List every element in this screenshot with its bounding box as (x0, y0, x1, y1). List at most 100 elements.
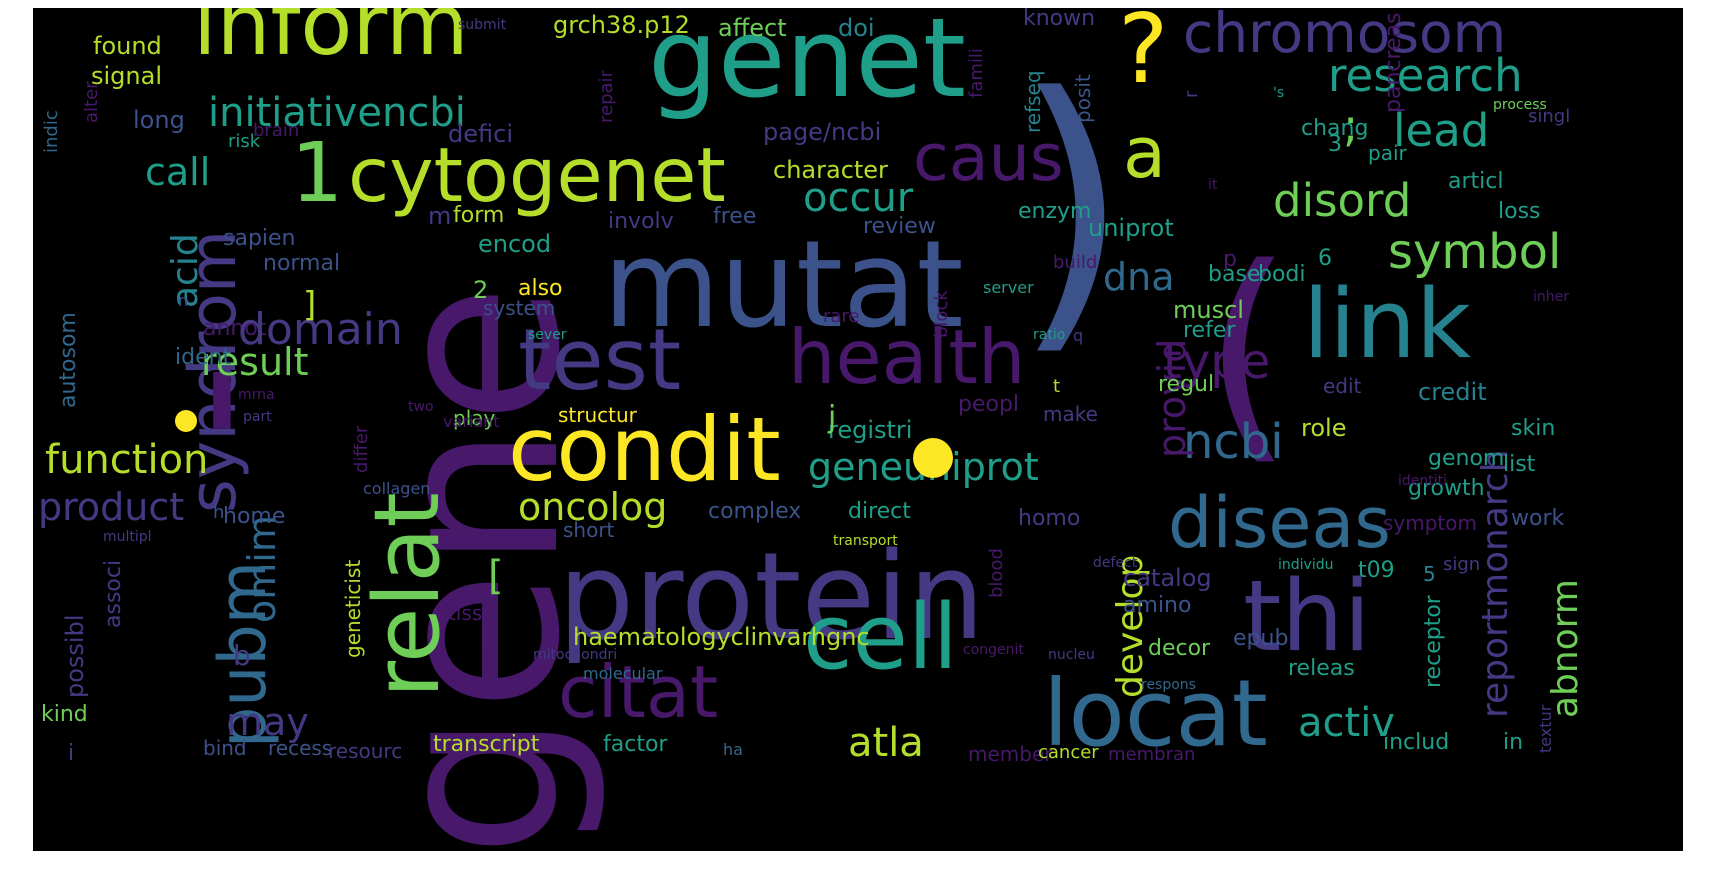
cloud-word: block (931, 290, 952, 338)
cloud-word: repair (596, 70, 617, 123)
cloud-word: includ (1383, 730, 1450, 755)
cloud-word: dna (1103, 255, 1175, 299)
cloud-word: resourc (328, 739, 403, 763)
dot-glyph (913, 438, 953, 478)
cloud-word: encod (478, 230, 552, 258)
cloud-word: abnorm (1545, 579, 1586, 718)
cloud-word: enzym (1018, 199, 1092, 224)
cloud-word: transcript (433, 732, 540, 757)
cloud-word: thi (1243, 560, 1371, 674)
cloud-word: refseq (1021, 70, 1045, 133)
cloud-word: famili (966, 48, 987, 98)
cloud-word: n (178, 291, 189, 310)
cloud-word: review (863, 214, 936, 239)
cloud-word: genet (648, 8, 967, 122)
cloud-word: possibl (61, 614, 89, 699)
cloud-word: differ (351, 425, 372, 473)
cloud-word: process (1493, 97, 1547, 113)
cloud-word: identiti (1398, 473, 1448, 489)
cloud-word: condit (508, 398, 781, 501)
cloud-word: occur (803, 175, 914, 221)
cloud-word: ( (1203, 219, 1293, 486)
cloud-word: character (773, 156, 888, 184)
cloud-word: signal (91, 62, 162, 90)
cloud-word: provid (1150, 338, 1194, 458)
cloud-word: diseas (1168, 482, 1391, 564)
cloud-word: server (983, 278, 1034, 297)
cloud-word: indic (41, 110, 62, 153)
cloud-word: defici (448, 120, 513, 148)
cloud-word: brain (253, 120, 300, 141)
cloud-word: doi (838, 14, 875, 42)
cloud-word: research (1328, 49, 1523, 102)
cloud-word: m (428, 202, 452, 230)
cloud-word: t (1053, 376, 1061, 397)
cloud-word: textur (1536, 704, 1555, 753)
cloud-word: normal (263, 251, 341, 276)
cloud-word: ha (723, 740, 743, 759)
cloud-word: 6 (1318, 246, 1332, 271)
cloud-word: 1 (291, 126, 344, 221)
cloud-word: sever (528, 327, 567, 343)
cloud-word: growth (1408, 476, 1485, 501)
cloud-word: ? (1118, 8, 1169, 105)
cloud-word: pancreas (1381, 12, 1406, 113)
cloud-word: system (483, 296, 556, 320)
cloud-word: product (38, 485, 185, 529)
cloud-word: catalog (1123, 564, 1212, 592)
cloud-word: decor (1148, 636, 1211, 661)
cloud-word: initiativencbi (208, 90, 466, 136)
cloud-word: base (1208, 262, 1261, 287)
cloud-word: direct (848, 499, 911, 524)
cloud-word: i (68, 741, 75, 766)
cloud-word: inher (1533, 289, 1570, 305)
cloud-word: epub (1233, 626, 1289, 651)
cloud-word: bodi (1258, 262, 1306, 287)
cloud-word: cancer (1038, 742, 1099, 763)
cloud-word: mrna (238, 387, 275, 403)
cloud-word: haematologyclinvarhgnc (573, 623, 870, 651)
cloud-word: also (518, 276, 563, 301)
cloud-word: edit (1323, 374, 1362, 398)
cloud-word: recess (268, 736, 333, 760)
cloud-word: inform (193, 8, 469, 75)
cloud-word: ' (193, 330, 251, 575)
cloud-word: releas (1288, 656, 1355, 681)
cloud-word: b (233, 639, 251, 672)
cloud-word: result (201, 340, 309, 384)
cloud-word: articl (1448, 169, 1504, 194)
cloud-word: 2 (473, 276, 489, 304)
cloud-word: t09 (1358, 558, 1395, 583)
cloud-word: genom (1428, 446, 1505, 471)
cloud-word: symptom (1383, 511, 1477, 535)
cloud-word: found (93, 32, 162, 60)
cloud-word: defect (1093, 555, 1138, 571)
cloud-word: receptor (1421, 595, 1446, 688)
cloud-word: play (453, 406, 496, 430)
cloud-word: oncolog (518, 485, 668, 529)
cloud-word: part (243, 409, 272, 425)
cloud-word: ratio (1033, 327, 1066, 343)
cloud-word: bind (203, 736, 247, 760)
cloud-word: protein (558, 528, 985, 667)
cloud-word: involv (608, 209, 674, 234)
cloud-word: produc (493, 533, 542, 549)
cloud-word: individu (1278, 557, 1334, 573)
dot-glyph (175, 410, 197, 432)
cloud-word: geneticist (341, 559, 365, 658)
cloud-word: it (1208, 177, 1218, 193)
cloud-word: rare (823, 306, 860, 327)
cloud-word: j (828, 400, 837, 435)
cloud-word: muscl (1173, 296, 1244, 324)
cloud-word: 's (1273, 85, 1285, 101)
cloud-word: chromosom (1183, 8, 1507, 65)
cloud-word: short (563, 518, 615, 542)
cloud-word: mutat (603, 216, 964, 355)
cloud-word: sapien (223, 226, 296, 251)
cloud-word: collagen (363, 479, 431, 498)
cloud-word: factor (603, 732, 668, 757)
cloud-word: symbol (1388, 224, 1562, 280)
cloud-word: mitochondri (533, 647, 618, 663)
cloud-word: atla (848, 720, 924, 766)
cloud-word: pair (1368, 141, 1407, 165)
